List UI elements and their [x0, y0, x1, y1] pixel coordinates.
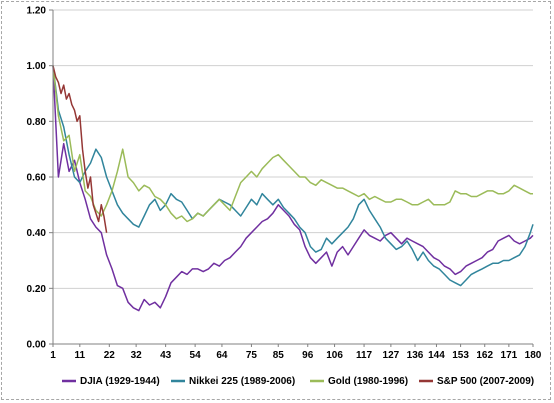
x-tick-label: 75 — [246, 350, 258, 361]
series-line-4 — [52, 65, 108, 233]
legend: DJIA (1929-1944) Nikkei 225 (1989-2006) Go… — [62, 376, 534, 387]
x-tick-label: 54 — [190, 350, 202, 361]
x-tick-label: 127 — [383, 350, 400, 361]
x-tick-label: 153 — [452, 350, 469, 361]
legend-label: Gold (1980-1996) — [328, 376, 408, 387]
series-line-3 — [52, 65, 533, 223]
axes — [52, 10, 534, 347]
x-tick-label: 144 — [428, 350, 445, 361]
y-tick-label: 0.00 — [27, 340, 47, 351]
x-tick-label: 11 — [75, 350, 86, 361]
legend-label: S&P 500 (2007-2009) — [437, 376, 534, 387]
x-axis-tick-labels: 1 11 22 32 43 54 64 75 85 96 106 117 127 136 144 153 162… — [50, 350, 542, 361]
x-tick-label: 64 — [216, 350, 228, 361]
x-tick-label: 1 — [50, 350, 56, 361]
x-tick-label: 43 — [160, 350, 172, 361]
x-tick-label: 180 — [525, 350, 542, 361]
x-tick-label: 136 — [407, 350, 424, 361]
legend-label: DJIA (1929-1944) — [80, 376, 160, 387]
x-tick-label: 162 — [476, 350, 493, 361]
x-tick-label: 117 — [356, 350, 373, 361]
y-axis-tick-labels: 0.00 0.20 0.40 0.60 0.80 1.00 1.20 — [27, 6, 47, 351]
series-lines — [52, 65, 534, 312]
x-tick-label: 32 — [131, 350, 143, 361]
gridlines — [49, 9, 533, 345]
x-tick-label: 171 — [501, 350, 518, 361]
legend-label: Nikkei 225 (1989-2006) — [189, 376, 295, 387]
x-tick-label: 85 — [273, 350, 285, 361]
y-tick-label: 0.20 — [27, 284, 47, 295]
x-tick-label: 106 — [326, 350, 343, 361]
y-tick-label: 0.40 — [27, 228, 47, 239]
y-tick-label: 1.20 — [27, 6, 47, 17]
y-tick-label: 0.60 — [27, 173, 47, 184]
y-tick-label: 1.00 — [27, 61, 47, 72]
series-line-1 — [52, 65, 534, 312]
series-line-2 — [52, 65, 534, 287]
x-tick-label: 22 — [104, 350, 116, 361]
y-tick-label: 0.80 — [27, 117, 47, 128]
x-tick-label: 96 — [302, 350, 314, 361]
